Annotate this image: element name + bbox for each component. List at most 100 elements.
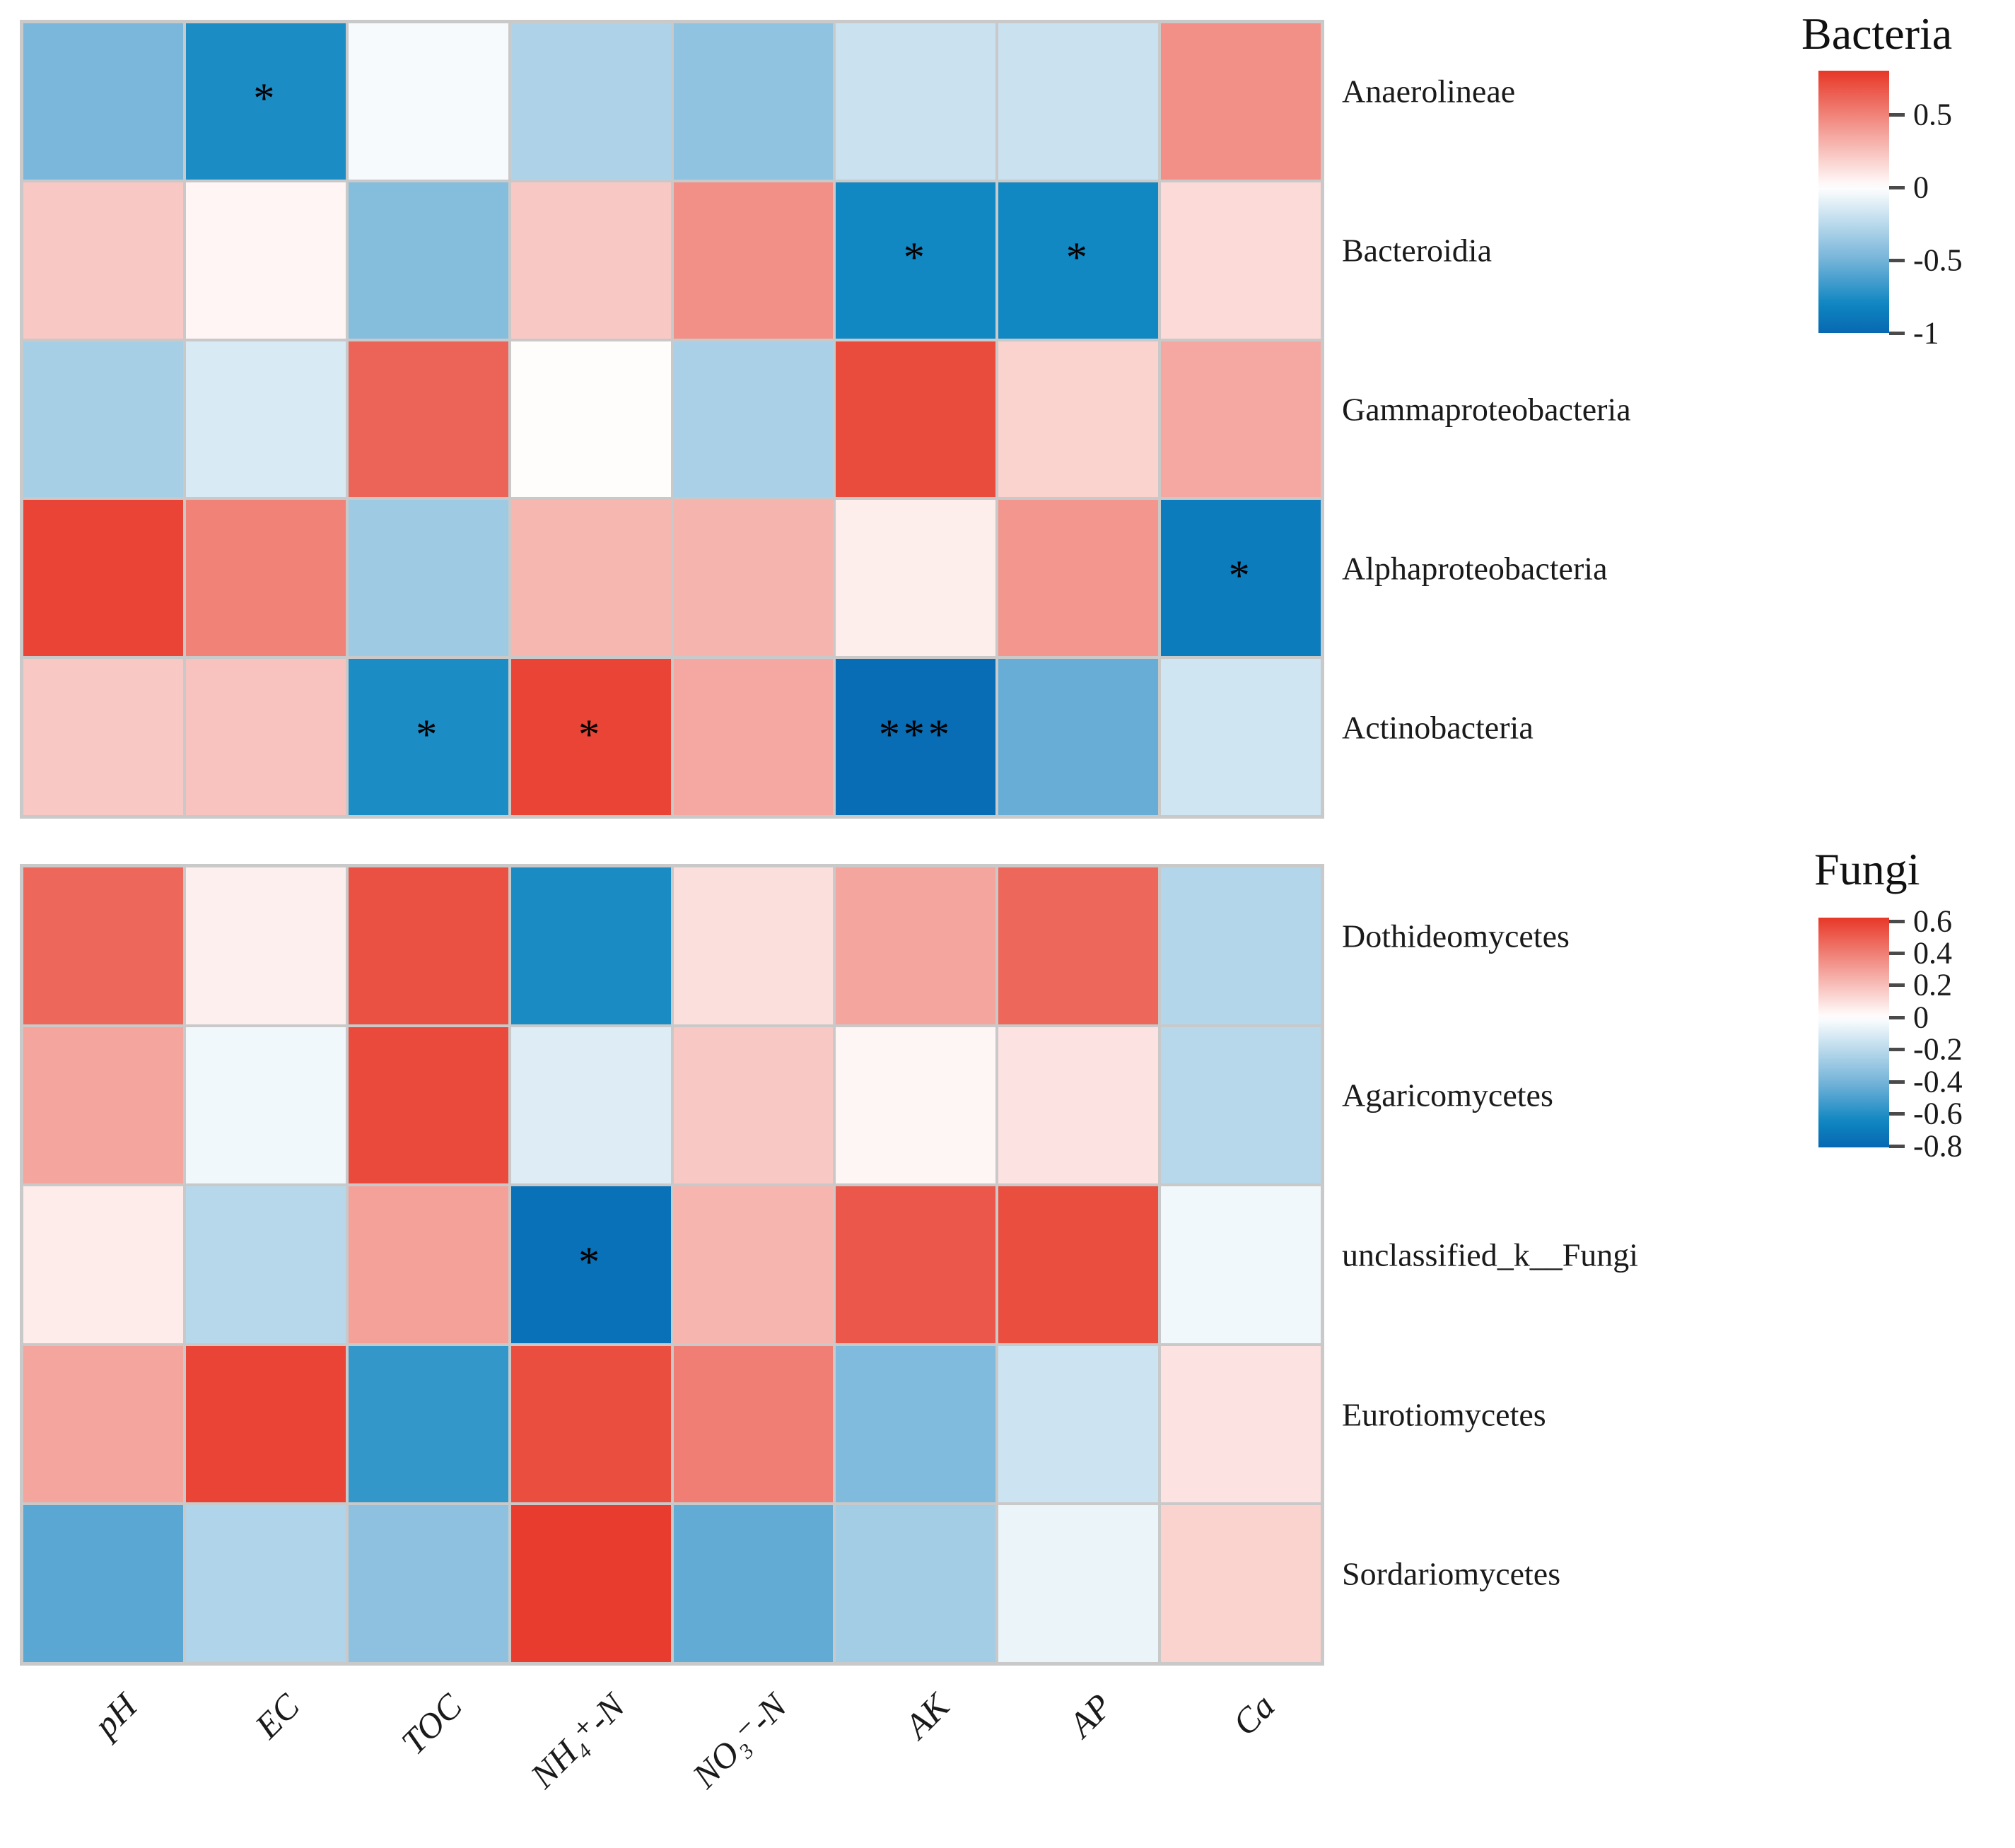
heatmap-cell <box>998 1186 1159 1343</box>
heatmap-cell <box>1161 867 1321 1024</box>
heatmap-cell <box>998 867 1159 1024</box>
heatmap-cell <box>1161 23 1321 180</box>
fungi-heatmap-grid: * <box>20 864 1324 1666</box>
heatmap-cell <box>1161 1345 1321 1503</box>
heatmap-cell <box>836 500 996 657</box>
row-label: Actinobacteria <box>1342 709 1534 746</box>
heatmap-cell <box>836 1505 996 1662</box>
heatmap-cell: * <box>510 1186 671 1343</box>
significance-stars: * <box>1065 234 1091 281</box>
heatmap-cell <box>1161 1027 1321 1184</box>
colorbar-tick <box>1889 332 1905 335</box>
heatmap-cell: * <box>185 23 346 180</box>
heatmap-cell <box>185 659 346 815</box>
colorbar-tick-label: 0.2 <box>1913 967 1952 1002</box>
row-label: Agaricomycetes <box>1342 1077 1553 1113</box>
heatmap-cell: * <box>836 182 996 339</box>
heatmap-cell <box>673 182 834 339</box>
heatmap-cell <box>23 1345 183 1503</box>
colorbar-tick-label: 0.5 <box>1913 97 1952 132</box>
heatmap-cell: * <box>998 182 1159 339</box>
colorbar-tick-label: -0.4 <box>1913 1064 1963 1099</box>
bacteria-colorbar <box>1818 71 1889 333</box>
colorbar-tick <box>1889 1080 1905 1084</box>
heatmap-cell <box>348 500 508 657</box>
heatmap-cell <box>510 867 671 1024</box>
heatmap-cell <box>836 23 996 180</box>
heatmap-cell <box>1161 341 1321 498</box>
heatmap-cell <box>673 1027 834 1184</box>
heatmap-cell <box>673 1505 834 1662</box>
heatmap-cell <box>348 1186 508 1343</box>
heatmap-cell <box>185 341 346 498</box>
colorbar-tick-label: 0 <box>1913 1000 1929 1035</box>
heatmap-cell <box>510 1345 671 1503</box>
row-label: Bacteroidia <box>1342 232 1493 269</box>
heatmap-cell <box>185 867 346 1024</box>
colorbar-tick-label: -0.5 <box>1913 242 1963 278</box>
heatmap-cell <box>673 1345 834 1503</box>
fungi-colorbar <box>1818 918 1889 1147</box>
heatmap-cell <box>510 182 671 339</box>
heatmap-cell <box>23 1027 183 1184</box>
heatmap-cell <box>673 341 834 498</box>
significance-stars: * <box>578 710 604 758</box>
significance-stars: * <box>1228 551 1254 599</box>
heatmap-cell <box>836 1186 996 1343</box>
colorbar-tick-label: 0.6 <box>1913 903 1952 939</box>
colorbar-tick-label: -1 <box>1913 315 1939 351</box>
heatmap-cell <box>23 867 183 1024</box>
heatmap-cell <box>348 1505 508 1662</box>
heatmap-cell <box>510 23 671 180</box>
colorbar-tick <box>1889 1144 1905 1148</box>
colorbar-tick <box>1889 952 1905 955</box>
heatmap-cell <box>673 867 834 1024</box>
heatmap-cell <box>836 1345 996 1503</box>
colorbar-tick-label: -0.6 <box>1913 1096 1963 1131</box>
colorbar-tick <box>1889 258 1905 262</box>
row-label: Dothideomycetes <box>1342 918 1570 954</box>
bacteria-legend-title: Bacteria <box>1801 8 1953 59</box>
heatmap-cell <box>836 867 996 1024</box>
heatmap-cell <box>23 1505 183 1662</box>
heatmap-cell <box>836 341 996 498</box>
heatmap-cell <box>185 1345 346 1503</box>
heatmap-cell <box>23 659 183 815</box>
heatmap-cell <box>673 1186 834 1343</box>
row-label: Sordariomycetes <box>1342 1555 1561 1592</box>
heatmap-cell <box>23 182 183 339</box>
heatmap-cell <box>185 1027 346 1184</box>
colorbar-tick-label: -0.8 <box>1913 1128 1963 1164</box>
significance-stars: *** <box>878 710 953 758</box>
heatmap-cell <box>23 341 183 498</box>
heatmap-cell <box>998 1345 1159 1503</box>
colorbar-tick-label: 0 <box>1913 170 1929 205</box>
heatmap-cell <box>23 23 183 180</box>
colorbar-tick-label: -0.2 <box>1913 1031 1963 1067</box>
colorbar-tick <box>1889 1112 1905 1116</box>
heatmap-cell <box>1161 1505 1321 1662</box>
heatmap-cell <box>998 23 1159 180</box>
colorbar-tick <box>1889 1048 1905 1052</box>
heatmap-cell <box>348 1345 508 1503</box>
heatmap-cell <box>998 341 1159 498</box>
heatmap-cell <box>836 1027 996 1184</box>
colorbar-tick-label: 0.4 <box>1913 935 1952 971</box>
significance-stars: * <box>903 234 928 281</box>
significance-stars: * <box>416 710 441 758</box>
x-axis-label: pH <box>86 1685 145 1745</box>
significance-stars: * <box>578 1238 604 1285</box>
heatmap-cell <box>673 23 834 180</box>
heatmap-cell: *** <box>836 659 996 815</box>
colorbar-tick <box>1889 919 1905 923</box>
heatmap-cell <box>185 182 346 339</box>
heatmap-cell: * <box>510 659 671 815</box>
colorbar-tick <box>1889 1015 1905 1019</box>
heatmap-cell <box>510 1027 671 1184</box>
heatmap-cell <box>510 500 671 657</box>
row-label: Gammaproteobacteria <box>1342 391 1631 428</box>
heatmap-cell <box>1161 1186 1321 1343</box>
heatmap-cell <box>510 1505 671 1662</box>
colorbar-tick <box>1889 185 1905 189</box>
heatmap-cell <box>185 1505 346 1662</box>
